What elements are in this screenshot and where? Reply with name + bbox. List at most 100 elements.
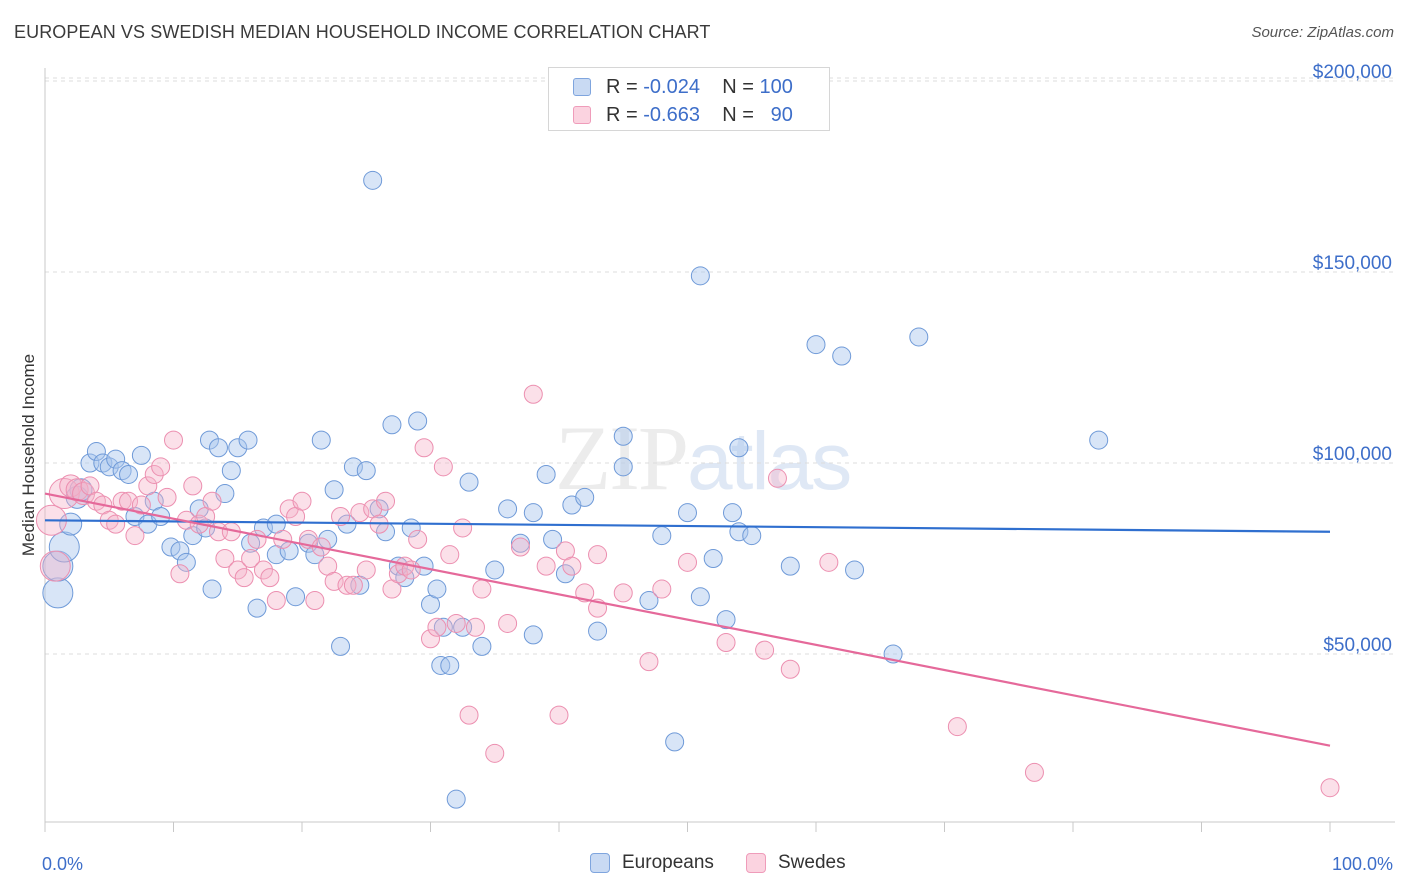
swede-point — [305, 591, 325, 611]
european-point — [485, 560, 505, 580]
swede-point — [202, 491, 222, 511]
european-point — [665, 732, 685, 752]
european-point — [433, 617, 453, 637]
y-tick-label: $150,000 — [1313, 253, 1392, 274]
european-point — [498, 499, 518, 519]
swede-point — [337, 575, 357, 595]
swede-point — [440, 545, 460, 565]
european-point — [845, 560, 865, 580]
swede-point — [170, 564, 190, 584]
swede-point — [421, 629, 440, 649]
european-point — [59, 512, 83, 536]
european-point — [408, 411, 428, 431]
swedes-swatch — [746, 853, 766, 873]
european-point — [119, 464, 139, 484]
swede-point — [498, 613, 518, 633]
swede-point — [151, 457, 171, 477]
swede-point — [39, 550, 71, 582]
european-point — [176, 552, 196, 572]
european-point — [523, 625, 543, 645]
swede-point — [433, 457, 453, 477]
swede-point — [536, 556, 556, 576]
european-point — [575, 487, 595, 507]
swede-point — [157, 487, 177, 507]
swede-point — [414, 438, 434, 458]
european-point — [446, 789, 466, 809]
swede-point — [613, 583, 633, 603]
swede-point — [819, 552, 839, 572]
european-point — [690, 587, 710, 607]
y-tick-label: $200,000 — [1313, 62, 1392, 83]
swede-point — [678, 552, 697, 572]
swede-point — [472, 579, 492, 599]
swede-point — [331, 506, 351, 526]
swede-point — [215, 549, 235, 568]
european-point — [613, 426, 633, 446]
european-point — [523, 503, 543, 523]
swede-point — [459, 705, 479, 725]
european-point — [202, 579, 222, 599]
european-point — [311, 430, 331, 450]
y-tick-label: $100,000 — [1313, 444, 1392, 465]
swede-point — [755, 640, 775, 660]
european-point — [729, 438, 749, 458]
european-point — [238, 430, 258, 450]
european-point — [440, 655, 460, 675]
x-tick-label: 100.0% — [1332, 854, 1393, 874]
swede-point — [523, 384, 543, 404]
european-point — [48, 531, 80, 563]
european-point — [780, 556, 800, 576]
swede-point — [292, 491, 312, 511]
y-tick-label: $50,000 — [1323, 635, 1392, 656]
european-point — [131, 445, 151, 465]
swede-point — [767, 468, 787, 488]
european-point — [99, 457, 119, 477]
european-point — [42, 577, 74, 609]
correlation-legend: R = -0.024 N = 100 R = -0.663 N = 90 — [548, 67, 830, 131]
european-point — [613, 457, 633, 477]
swede-point — [144, 464, 164, 484]
legend-swatch-swedes — [573, 106, 591, 124]
legend-row-swedes: R = -0.663 N = 90 — [549, 101, 829, 129]
swede-point — [376, 491, 396, 511]
european-point — [208, 438, 228, 458]
swede-point — [112, 491, 132, 511]
european-point — [247, 598, 267, 618]
european-point — [832, 346, 852, 366]
swede-point — [324, 571, 344, 591]
european-point — [86, 442, 106, 462]
european-point — [221, 461, 241, 481]
swede-point — [138, 476, 158, 496]
y-axis-label: Median Household Income — [19, 354, 38, 556]
european-point — [427, 579, 447, 599]
swedes-label: Swedes — [778, 852, 846, 873]
swede-point — [1024, 762, 1044, 782]
swede-point — [408, 529, 428, 549]
swede-point — [780, 659, 800, 679]
european-point — [722, 503, 742, 523]
european-point — [228, 438, 248, 458]
european-point — [652, 526, 672, 546]
european-point — [369, 499, 389, 519]
swede-point — [652, 579, 672, 599]
swede-point — [562, 556, 582, 576]
european-point — [536, 464, 556, 484]
swede-point — [59, 474, 83, 498]
swede-point — [485, 743, 505, 763]
chart-title: EUROPEAN VS SWEDISH MEDIAN HOUSEHOLD INC… — [14, 22, 711, 42]
europeans-trend-line — [44, 519, 1331, 533]
european-point — [639, 591, 659, 611]
swede-point — [575, 583, 595, 603]
european-point — [106, 449, 126, 469]
swede-point — [183, 476, 203, 496]
swede-point — [260, 568, 280, 588]
european-point — [690, 266, 710, 286]
european-point — [588, 621, 608, 641]
european-point — [356, 461, 376, 481]
swede-point — [131, 495, 151, 515]
swede-point — [106, 514, 126, 534]
legend-text-europeans: R = -0.024 N = 100 — [606, 76, 793, 98]
european-point — [286, 587, 306, 607]
european-point — [324, 480, 344, 500]
